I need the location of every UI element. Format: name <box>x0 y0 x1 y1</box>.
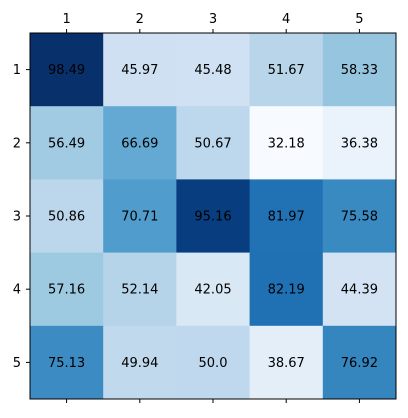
cell-value-r3-c1: 50.86 <box>48 210 85 225</box>
heatmap-cell-r4-c4 <box>249 252 324 327</box>
heatmap-cell-r4-c3 <box>176 252 251 327</box>
cell-value-r2-c4: 32.18 <box>268 136 305 151</box>
x-tick-label-1: 1 <box>62 12 70 27</box>
cell-value-r2-c1: 56.49 <box>48 136 85 151</box>
y-tick-label-4: 4 <box>13 283 21 298</box>
y-tick-label-2: 2 <box>13 136 21 151</box>
heatmap-cell-r4-c5 <box>322 252 397 327</box>
heatmap-cell-r2-c4 <box>249 106 324 180</box>
cell-value-r1-c2: 45.97 <box>121 63 158 78</box>
heatmap-cell-r2-c2 <box>103 106 177 180</box>
heatmap-cell-r3-c3 <box>176 179 251 254</box>
y-tick-label-1: 1 <box>13 63 21 78</box>
cell-value-r2-c2: 66.69 <box>121 136 158 151</box>
cell-value-r1-c5: 58.33 <box>341 63 378 78</box>
y-tick-label-5: 5 <box>13 356 21 371</box>
x-tick-label-3: 3 <box>209 12 217 27</box>
heatmap-cell-r3-c2 <box>103 179 177 254</box>
heatmap-cell-r1-c5 <box>322 33 397 107</box>
y-ticks: 1 2 3 4 5 <box>13 63 30 371</box>
heatmap-cell-r5-c5 <box>322 325 397 400</box>
heatmap-cell-r1-c3 <box>176 33 251 107</box>
heatmap-cell-r4-c2 <box>103 252 177 327</box>
heatmap-cell-r2-c5 <box>322 106 397 180</box>
heatmap-cell-r3-c5 <box>322 179 397 254</box>
heatmap-cell-r1-c2 <box>103 33 177 107</box>
heatmap-cell-r3-c4 <box>249 179 324 254</box>
cell-value-r1-c3: 45.48 <box>194 63 231 78</box>
cell-value-r3-c3: 95.16 <box>194 210 231 225</box>
cell-value-r3-c4: 81.97 <box>268 210 305 225</box>
x-tick-label-5: 5 <box>355 12 363 27</box>
cell-value-r4-c1: 57.16 <box>48 283 85 298</box>
heatmap-cell-r2-c1 <box>30 106 104 180</box>
cell-value-r5-c5: 76.92 <box>341 356 378 371</box>
x-ticks-bottom <box>66 399 360 403</box>
heatmap-cell-r3-c1 <box>30 179 104 254</box>
heatmap-cell-r5-c1 <box>30 325 104 400</box>
heatmap-cell-r5-c2 <box>103 325 177 400</box>
heatmap-cell-r1-c1 <box>30 33 104 107</box>
cell-value-r5-c4: 38.67 <box>268 356 305 371</box>
heatmap-cell-r2-c3 <box>176 106 251 180</box>
cell-value-r4-c4: 82.19 <box>268 283 305 298</box>
y-tick-label-3: 3 <box>13 210 21 225</box>
cell-value-r2-c5: 36.38 <box>341 136 378 151</box>
cell-value-r5-c2: 49.94 <box>121 356 158 371</box>
x-tick-label-4: 4 <box>282 12 290 27</box>
cell-value-r4-c5: 44.39 <box>341 283 378 298</box>
cell-value-r4-c2: 52.14 <box>121 283 158 298</box>
cell-value-r5-c3: 50.0 <box>199 356 228 371</box>
cell-value-r3-c2: 70.71 <box>121 210 158 225</box>
cell-value-r3-c5: 75.58 <box>341 210 378 225</box>
heatmap-cell-r5-c4 <box>249 325 324 400</box>
heatmap-cell-labels: 98.49 45.97 45.48 51.67 58.33 56.49 66.69 50.67… <box>48 63 378 371</box>
cell-value-r5-c1: 75.13 <box>48 356 85 371</box>
x-ticks-top: 1 2 3 4 5 <box>62 12 364 33</box>
cell-value-r1-c4: 51.67 <box>268 63 305 78</box>
heatmap-cell-r4-c1 <box>30 252 104 327</box>
cell-value-r4-c3: 42.05 <box>194 283 231 298</box>
x-tick-label-2: 2 <box>136 12 144 27</box>
cell-value-r1-c1: 98.49 <box>48 63 85 78</box>
heatmap-cell-r1-c4 <box>249 33 324 107</box>
cell-value-r2-c3: 50.67 <box>194 136 231 151</box>
heatmap-cell-r5-c3 <box>176 325 251 400</box>
heatmap-cells <box>30 33 397 400</box>
